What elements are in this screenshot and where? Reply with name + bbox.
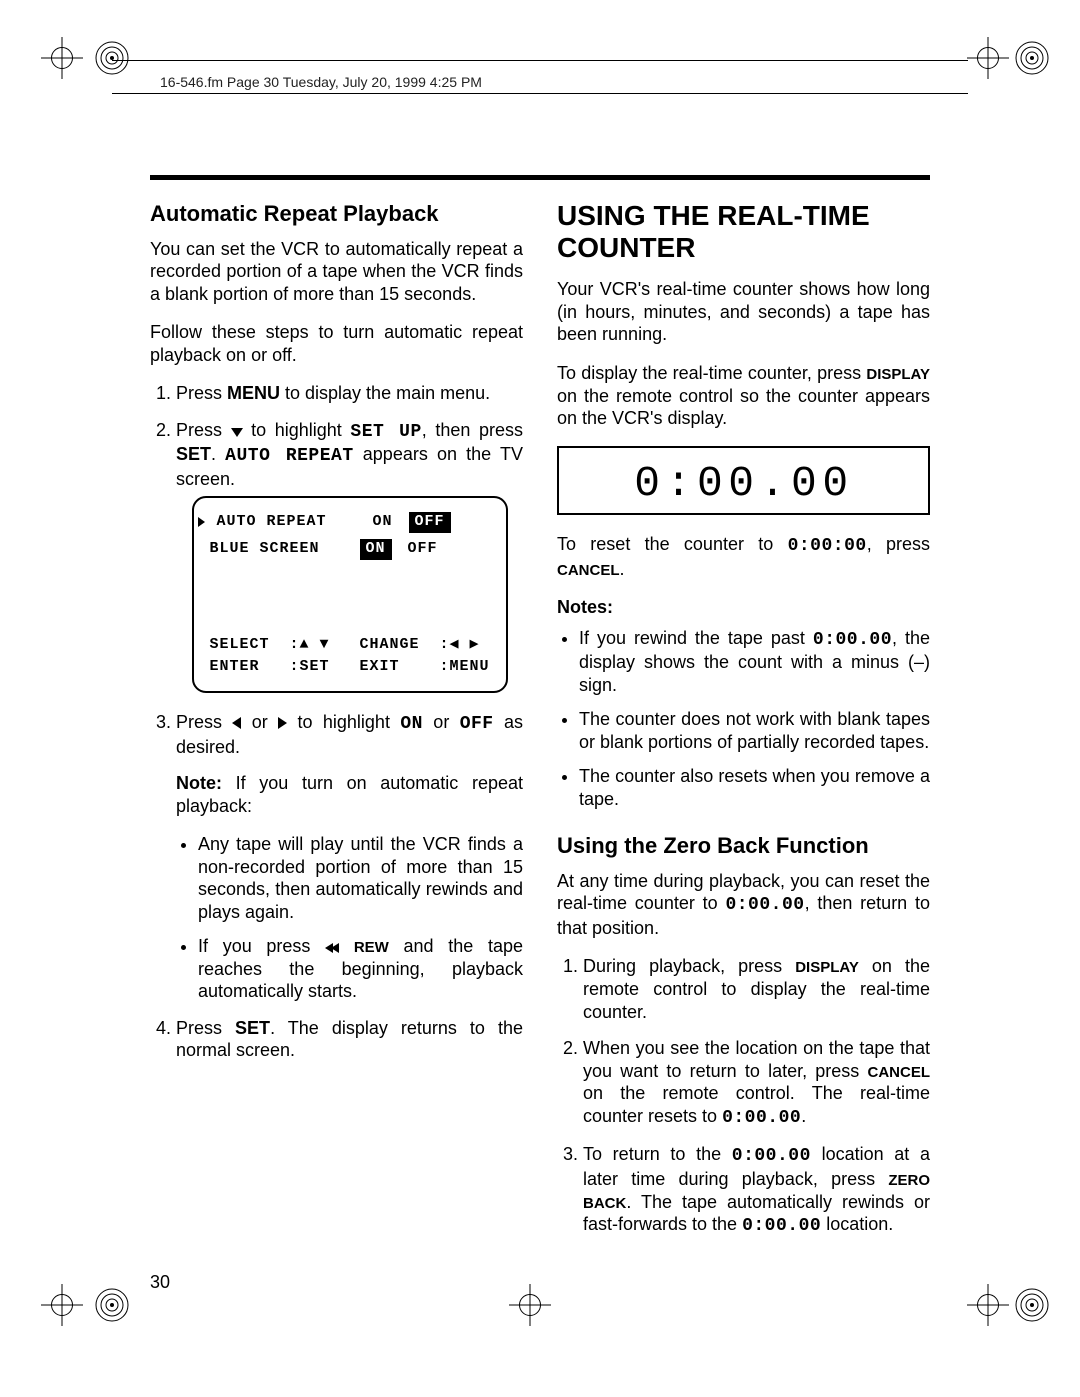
right-p3: To reset the counter to 0:00:00, press C… — [557, 533, 930, 580]
registration-mark-icon — [967, 1284, 1009, 1326]
registration-mark-icon — [41, 37, 83, 79]
down-arrow-icon — [231, 428, 243, 437]
spiral-mark-icon — [94, 40, 130, 76]
osd-option: OFF — [409, 512, 451, 533]
registration-mark-icon — [967, 37, 1009, 79]
header-rule-bottom — [112, 93, 968, 94]
right-p2: To display the real-time counter, press … — [557, 362, 930, 430]
left-bullet-a: Any tape will play until the VCR finds a… — [198, 833, 523, 923]
left-bullet-b: If you press REW and the tape reaches th… — [198, 935, 523, 1003]
zero-back-heading: Using the Zero Back Function — [557, 832, 930, 860]
right-note-3: The counter also resets when you remove … — [579, 765, 930, 810]
right-column: USING THE REAL-TIME COUNTER Your VCR's r… — [557, 200, 930, 1277]
zb-step-1: During playback, press DISPLAY on the re… — [583, 955, 930, 1023]
running-head: 16-546.fm Page 30 Tuesday, July 20, 1999… — [160, 74, 482, 90]
left-step-3: Press or to highlight ON or OFF as desir… — [176, 711, 523, 1003]
right-notes: If you rewind the tape past 0:00.00, the… — [557, 627, 930, 811]
left-intro: You can set the VCR to automatically rep… — [150, 238, 523, 306]
left-note-bullets: Any tape will play until the VCR finds a… — [176, 833, 523, 1003]
osd-menu: AUTO REPEATONOFFBLUE SCREENONOFF SELECT:… — [192, 496, 508, 693]
registration-mark-icon — [509, 1284, 551, 1326]
counter-value: 0:00.00 — [634, 459, 854, 508]
right-note-1: If you rewind the tape past 0:00.00, the… — [579, 627, 930, 697]
seven-segment-icon: 0:00.00 — [604, 452, 884, 508]
manual-page: 16-546.fm Page 30 Tuesday, July 20, 1999… — [0, 0, 1080, 1397]
osd-row: AUTO REPEAT ON OFF — [210, 512, 490, 533]
spiral-mark-icon — [1014, 1287, 1050, 1323]
zero-back-intro: At any time during playback, you can res… — [557, 870, 930, 940]
osd-row-label: BLUE SCREEN — [210, 540, 350, 559]
spiral-mark-icon — [94, 1287, 130, 1323]
right-note-2: The counter does not work with blank tap… — [579, 708, 930, 753]
left-steps: Press MENU to display the main menu. Pre… — [150, 382, 523, 1062]
osd-option: ON — [360, 539, 392, 560]
osd-option: ON — [367, 512, 399, 533]
left-column: Automatic Repeat Playback You can set th… — [150, 200, 523, 1277]
osd-footer-row: SELECT:▲ ▼CHANGE:◀ ▶ — [210, 636, 490, 655]
right-arrow-icon — [278, 717, 287, 729]
left-step-1: Press MENU to display the main menu. — [176, 382, 523, 405]
right-heading: USING THE REAL-TIME COUNTER — [557, 200, 930, 264]
notes-label: Notes: — [557, 596, 930, 619]
osd-option: OFF — [402, 539, 444, 560]
zero-back-steps: During playback, press DISPLAY on the re… — [557, 955, 930, 1238]
registration-mark-icon — [41, 1284, 83, 1326]
left-step-2: Press to highlight SET UP, then press SE… — [176, 419, 523, 694]
header-rule-top — [112, 60, 968, 61]
title-rule — [150, 175, 930, 180]
spiral-mark-icon — [1014, 40, 1050, 76]
osd-footer-row: ENTER:SETEXIT:MENU — [210, 658, 490, 677]
left-step-4: Press SET. The display returns to the no… — [176, 1017, 523, 1062]
counter-display: 0:00.00 — [557, 446, 930, 516]
rew-arrow-icon-2 — [331, 943, 339, 953]
left-heading: Automatic Repeat Playback — [150, 200, 523, 228]
content-columns: Automatic Repeat Playback You can set th… — [150, 200, 930, 1277]
zb-step-3: To return to the 0:00.00 location at a l… — [583, 1143, 930, 1238]
zb-step-2: When you see the location on the tape th… — [583, 1037, 930, 1129]
page-number: 30 — [150, 1272, 170, 1293]
left-lead: Follow these steps to turn automatic rep… — [150, 321, 523, 366]
osd-row-label: AUTO REPEAT — [217, 513, 357, 532]
osd-row: BLUE SCREEN ON OFF — [210, 539, 490, 560]
right-p1: Your VCR's real-time counter shows how l… — [557, 278, 930, 346]
